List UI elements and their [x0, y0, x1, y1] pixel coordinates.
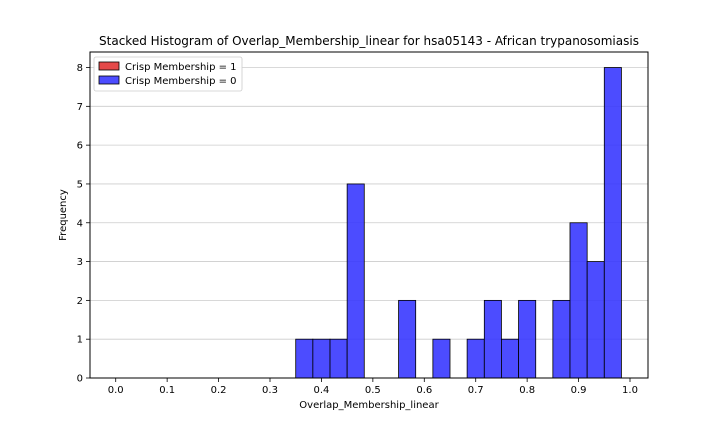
histogram-bar: [398, 299, 417, 379]
x-tick-label: 0.8: [519, 385, 535, 396]
x-tick-label: 0.4: [313, 385, 329, 396]
x-tick-label: 0.0: [108, 385, 124, 396]
legend: Crisp Membership = 1 Crisp Membership = 0: [93, 56, 243, 92]
x-axis-label: Overlap_Membership_linear: [299, 400, 439, 411]
legend-label: Crisp Membership = 0: [125, 76, 237, 87]
y-tick-label: 0: [77, 374, 83, 385]
x-tick-label: 0.2: [211, 385, 227, 396]
grid-lines: [90, 67, 648, 340]
histogram-bar: [603, 67, 622, 379]
x-tick-label: 0.9: [571, 385, 587, 396]
legend-box: [93, 56, 243, 92]
x-tick-label: 0.6: [416, 385, 432, 396]
legend-swatch: [98, 75, 120, 85]
histogram-bar: [569, 222, 588, 379]
y-tick-label: 8: [77, 63, 83, 74]
histogram-bar: [312, 338, 331, 379]
legend-swatch: [98, 61, 120, 71]
histogram-bar: [552, 299, 571, 379]
legend-label: Crisp Membership = 1: [125, 62, 237, 73]
y-tick-label: 3: [77, 257, 83, 268]
x-tick-label: 1.0: [622, 385, 638, 396]
y-axis-label: Frequency: [58, 189, 69, 241]
histogram-bar: [586, 261, 605, 379]
y-tick-label: 5: [77, 179, 83, 190]
histogram-bar: [501, 338, 519, 379]
y-tick-label: 1: [77, 335, 83, 346]
histogram-bar: [518, 299, 537, 379]
histogram-bar: [295, 338, 314, 379]
y-tick-label: 6: [77, 141, 83, 152]
x-axis-ticks: 0.0 0.1 0.2 0.3 0.4 0.5 0.6 0.7 0.8 0.9 1.0: [108, 378, 638, 396]
y-tick-label: 7: [77, 102, 83, 113]
plot-area-frame: [89, 51, 649, 379]
x-tick-label: 0.7: [468, 385, 484, 396]
y-tick-label: 4: [77, 218, 83, 229]
histogram-bar: [432, 338, 451, 379]
y-axis-ticks: 0 1 2 3 4 5 6 7 8: [77, 63, 90, 385]
x-tick-label: 0.1: [159, 385, 175, 396]
chart-title: Stacked Histogram of Overlap_Membership_…: [99, 34, 639, 48]
histogram-bar: [329, 338, 348, 379]
y-tick-label: 2: [77, 296, 83, 307]
histogram-bar: [466, 338, 485, 379]
x-tick-label: 0.3: [262, 385, 278, 396]
x-tick-label: 0.5: [365, 385, 381, 396]
histogram-bar: [346, 183, 365, 379]
histogram-bar: [483, 299, 502, 379]
